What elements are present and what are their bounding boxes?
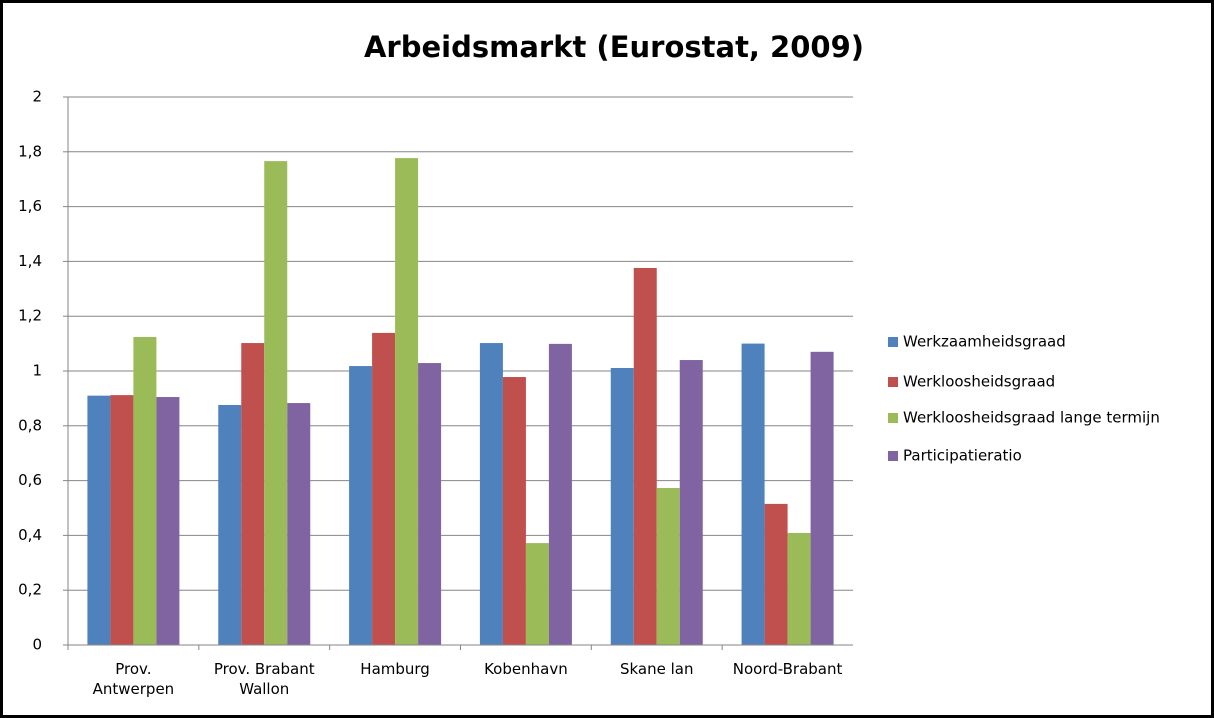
- legend-swatch: [888, 377, 898, 387]
- bar: [787, 532, 811, 645]
- bar: [372, 332, 396, 645]
- bar: [610, 367, 634, 645]
- x-tick-label: Prov. Antwerpen: [92, 660, 175, 698]
- x-tick-label: Noord-Brabant: [732, 660, 843, 678]
- legend-label: Werkloosheidsgraad lange termijn: [903, 409, 1160, 427]
- y-tick-label: 1,4: [18, 252, 42, 270]
- x-tick-label: Hamburg: [360, 660, 430, 678]
- y-tick-label: 1,2: [18, 307, 42, 325]
- bar: [110, 395, 134, 645]
- y-tick-label: 1,8: [18, 142, 42, 160]
- bar: [548, 343, 572, 645]
- bar: [525, 543, 549, 645]
- bar: [218, 404, 242, 645]
- y-tick-label: 0,8: [18, 416, 42, 434]
- bar: [133, 337, 157, 645]
- legend-label: Werkloosheidsgraad: [903, 373, 1055, 391]
- bar: [633, 267, 657, 645]
- bar: [741, 343, 765, 645]
- legend-swatch: [888, 413, 898, 423]
- bar: [349, 366, 373, 645]
- bar: [502, 377, 526, 645]
- bar: [264, 161, 288, 645]
- bar: [395, 158, 419, 646]
- legend-swatch: [888, 337, 898, 347]
- bar: [656, 487, 680, 645]
- chart-title: Arbeidsmarkt (Eurostat, 2009): [364, 30, 864, 64]
- bar: [418, 363, 442, 645]
- y-tick-label: 1: [32, 362, 42, 380]
- bar: [679, 360, 703, 645]
- bar: [156, 397, 180, 645]
- x-tick-label: Kobenhavn: [484, 660, 568, 678]
- legend-label: Werkzaamheidsgraad: [903, 333, 1066, 351]
- y-tick-label: 0,6: [18, 471, 42, 489]
- y-tick-label: 2: [32, 88, 42, 106]
- y-tick-label: 1,6: [18, 197, 42, 215]
- y-tick-label: 0: [32, 636, 42, 654]
- legend-swatch: [888, 451, 898, 461]
- bar: [764, 503, 788, 645]
- bar: [241, 343, 265, 645]
- bar: [810, 351, 834, 645]
- legend-label: Participatieratio: [903, 447, 1022, 465]
- x-tick-label: Prov. Brabant Wallon: [213, 660, 315, 698]
- y-tick-label: 0,4: [18, 526, 42, 544]
- bar: [87, 395, 111, 645]
- bar: [479, 343, 503, 645]
- bar: [287, 403, 311, 645]
- x-tick-label: Skane lan: [619, 660, 694, 678]
- y-tick-label: 0,2: [18, 581, 42, 599]
- chart: Arbeidsmarkt (Eurostat, 2009) 0 0,2 0,4 0,6…: [18, 30, 1160, 654]
